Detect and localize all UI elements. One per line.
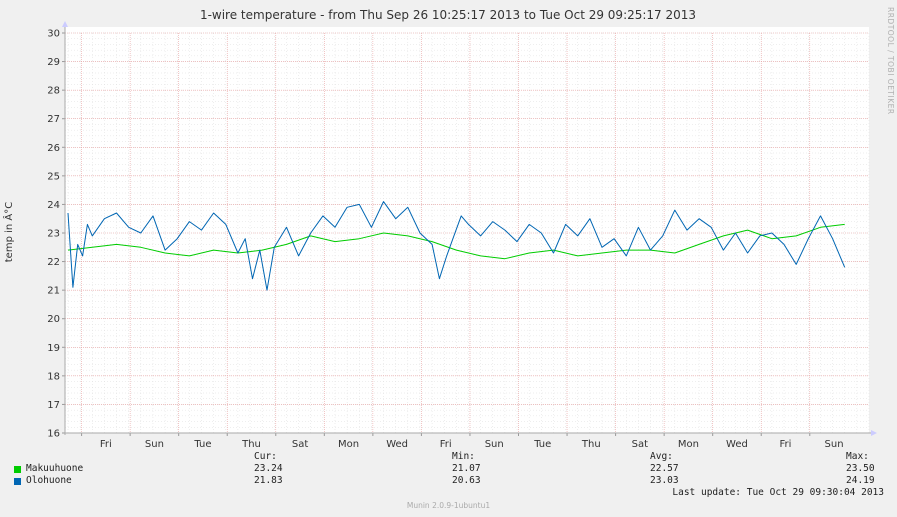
x-tick-label: Sun xyxy=(825,439,844,450)
x-tick-label: Sat xyxy=(632,439,648,450)
x-tick-label: Tue xyxy=(533,439,551,450)
x-tick-label: Mon xyxy=(338,439,359,450)
series-line-makuuhuone xyxy=(67,223,845,260)
x-tick-label: Fri xyxy=(440,439,452,450)
y-tick-label: 28 xyxy=(47,86,60,97)
x-tick-label: Wed xyxy=(726,439,748,450)
x-axis-arrow xyxy=(871,430,877,436)
x-tick-label: Sun xyxy=(145,439,164,450)
y-tick-label: 24 xyxy=(47,200,60,211)
y-tick-label: 21 xyxy=(47,286,60,297)
y-tick-label: 19 xyxy=(47,343,60,354)
y-tick-label: 18 xyxy=(47,371,60,382)
y-axis: 16 17 18 19 20 21 22 23 24 25 26 27 28 29 30 xyxy=(47,29,65,440)
stats-min-olohuone: 20.63 xyxy=(452,475,481,486)
legend-item-makuuhuone: Makuuhuone xyxy=(14,463,83,475)
legend-label-olohuone: Olohuone xyxy=(26,475,72,486)
last-update: Last update: Tue Oct 29 09:30:04 2013 xyxy=(672,487,884,498)
legend-swatch-makuuhuone xyxy=(14,465,21,473)
rrdtool-credit: RRDTOOL / TOBI OETIKER xyxy=(886,7,895,115)
stats-min-header: Min: xyxy=(452,451,475,462)
stats-min: Min: 21.07 20.63 xyxy=(452,451,481,487)
stats-avg-olohuone: 23.03 xyxy=(650,475,679,486)
x-tick-label: Mon xyxy=(678,439,699,450)
stats-avg-header: Avg: xyxy=(650,451,673,462)
stats-max: Max: 23.50 24.19 xyxy=(846,451,875,487)
y-tick-label: 22 xyxy=(47,257,60,268)
x-tick-label: Sat xyxy=(292,439,308,450)
x-tick-label: Fri xyxy=(100,439,112,450)
series-group xyxy=(67,201,846,291)
y-axis-label: temp in Â°C xyxy=(2,202,15,262)
y-tick-label: 23 xyxy=(47,229,60,240)
x-axis: Fri Sun Tue Thu Sat Mon Wed Fri Sun Tue Thu Sat Mon W… xyxy=(81,433,844,450)
x-tick-label: Wed xyxy=(386,439,408,450)
y-axis-arrow xyxy=(62,21,68,27)
stats-cur-olohuone: 21.83 xyxy=(254,475,283,486)
plot-area xyxy=(65,27,869,433)
x-tick-label: Tue xyxy=(193,439,211,450)
stats-cur: Cur: 23.24 21.83 xyxy=(254,451,283,487)
stats-max-makuuhuone: 23.50 xyxy=(846,463,875,474)
footer-version: Munin 2.0.9-1ubuntu1 xyxy=(406,501,491,510)
x-tick-label: Fri xyxy=(780,439,792,450)
legend: Makuuhuone Olohuone xyxy=(14,463,83,487)
stats-max-header: Max: xyxy=(846,451,869,462)
x-tick-label: Sun xyxy=(485,439,504,450)
stats-avg-makuuhuone: 22.57 xyxy=(650,463,679,474)
y-tick-label: 30 xyxy=(47,29,60,40)
y-tick-label: 20 xyxy=(47,314,60,325)
y-tick-label: 26 xyxy=(47,143,60,154)
stats-cur-header: Cur: xyxy=(254,451,277,462)
y-tick-label: 25 xyxy=(47,171,60,182)
stats-max-olohuone: 24.19 xyxy=(846,475,875,486)
stats-min-makuuhuone: 21.07 xyxy=(452,463,481,474)
grid xyxy=(65,32,870,434)
stats-cur-makuuhuone: 23.24 xyxy=(254,463,283,474)
legend-swatch-olohuone xyxy=(14,477,21,485)
y-tick-label: 29 xyxy=(47,57,60,68)
series-line-olohuone xyxy=(67,201,846,291)
chart-title: 1-wire temperature - from Thu Sep 26 10:… xyxy=(200,8,696,22)
stats-avg: Avg: 22.57 23.03 xyxy=(650,451,679,487)
legend-label-makuuhuone: Makuuhuone xyxy=(26,463,84,474)
x-tick-label: Thu xyxy=(241,439,261,450)
legend-item-olohuone: Olohuone xyxy=(14,475,83,487)
y-tick-label: 17 xyxy=(47,400,60,411)
x-tick-label: Thu xyxy=(581,439,601,450)
y-tick-label: 16 xyxy=(47,429,60,440)
y-tick-label: 27 xyxy=(47,114,60,125)
